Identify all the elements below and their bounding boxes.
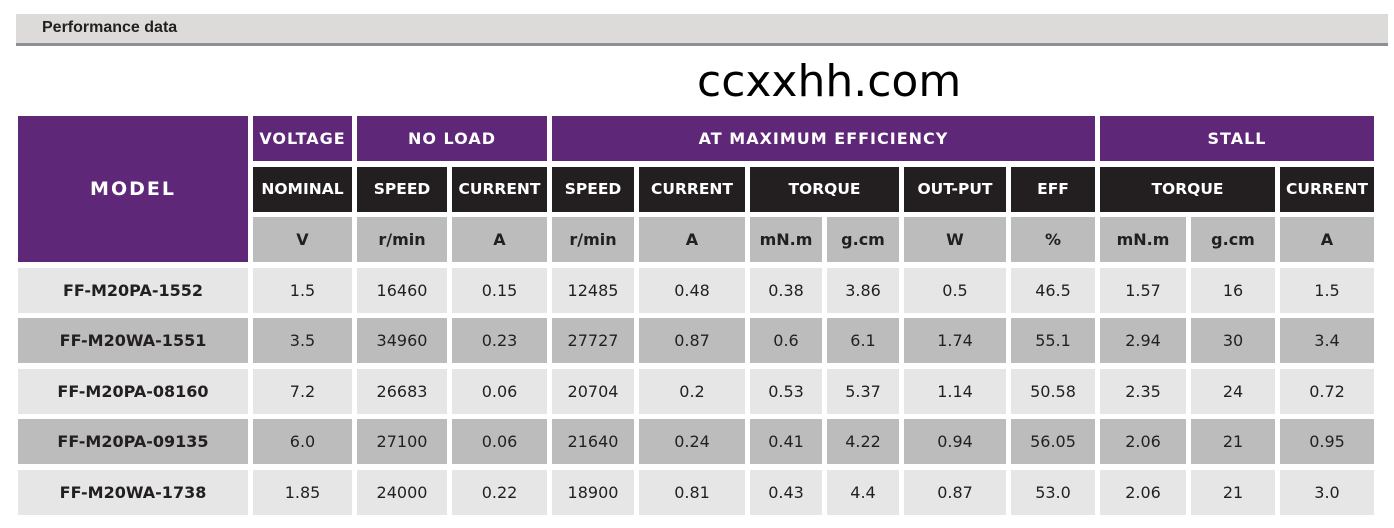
unit-cell: mN.m [750,217,822,262]
nominal-header: NOMINAL [253,166,352,212]
model-name-cell: FF-M20PA-09135 [18,419,248,464]
table-cell: 26683 [357,368,447,414]
table-cell: 4.4 [827,469,899,515]
performance-table: MODEL VOLTAGE NO LOAD AT MAXIMUM EFFICIE… [18,116,1374,515]
table-cell: 1.5 [253,267,352,313]
watermark: ccxxhh.com [697,56,962,107]
unit-cell: g.cm [1191,217,1275,262]
table-cell: 0.15 [452,267,547,313]
table-cell: 0.23 [452,318,547,363]
table-cell: 34960 [357,318,447,363]
unit-cell: A [639,217,745,262]
unit-cell: A [1280,217,1374,262]
table-cell: 4.22 [827,419,899,464]
table-cell: 24000 [357,469,447,515]
table-cell: 1.85 [253,469,352,515]
table-cell: 0.06 [452,368,547,414]
table-cell: 21640 [552,419,634,464]
stall-torque-header: TORQUE [1100,166,1275,212]
table-cell: 53.0 [1011,469,1095,515]
section-title-bar: Performance data [16,14,1388,46]
table-cell: 0.53 [750,368,822,414]
table-cell: 24 [1191,368,1275,414]
table-cell: 56.05 [1011,419,1095,464]
table-cell: 0.87 [904,469,1006,515]
table-cell: 1.5 [1280,267,1374,313]
table-cell: 30 [1191,318,1275,363]
table-cell: 18900 [552,469,634,515]
table-cell: 20704 [552,368,634,414]
section-title: Performance data [42,19,178,36]
table-cell: 7.2 [253,368,352,414]
table-cell: 0.95 [1280,419,1374,464]
voltage-group-header: VOLTAGE [253,116,352,161]
max-eff-current-header: CURRENT [639,166,745,212]
unit-cell: % [1011,217,1095,262]
max-eff-output-header: OUT-PUT [904,166,1006,212]
table-cell: 0.81 [639,469,745,515]
table-cell: 1.14 [904,368,1006,414]
table-cell: 2.94 [1100,318,1186,363]
table-cell: 3.4 [1280,318,1374,363]
table-cell: 16460 [357,267,447,313]
table-cell: 0.72 [1280,368,1374,414]
table-cell: 0.22 [452,469,547,515]
table-cell: 0.87 [639,318,745,363]
table-cell: 0.6 [750,318,822,363]
unit-cell: V [253,217,352,262]
table-cell: 6.0 [253,419,352,464]
unit-cell: r/min [357,217,447,262]
stall-current-header: CURRENT [1280,166,1374,212]
unit-cell: A [452,217,547,262]
table-cell: 27100 [357,419,447,464]
stall-group-header: STALL [1100,116,1374,161]
table-cell: 0.94 [904,419,1006,464]
table-cell: 12485 [552,267,634,313]
model-name-cell: FF-M20WA-1551 [18,318,248,363]
no-load-group-header: NO LOAD [357,116,547,161]
table-cell: 0.41 [750,419,822,464]
no-load-speed-header: SPEED [357,166,447,212]
table-cell: 1.57 [1100,267,1186,313]
table-cell: 5.37 [827,368,899,414]
unit-cell: r/min [552,217,634,262]
model-name-cell: FF-M20PA-08160 [18,368,248,414]
max-eff-speed-header: SPEED [552,166,634,212]
table-cell: 3.0 [1280,469,1374,515]
table-cell: 46.5 [1011,267,1095,313]
table-cell: 0.24 [639,419,745,464]
unit-cell: mN.m [1100,217,1186,262]
max-eff-torque-header: TORQUE [750,166,899,212]
max-eff-eff-header: EFF [1011,166,1095,212]
table-cell: 0.5 [904,267,1006,313]
table-cell: 0.43 [750,469,822,515]
table-cell: 3.86 [827,267,899,313]
table-cell: 55.1 [1011,318,1095,363]
table-cell: 0.38 [750,267,822,313]
table-cell: 50.58 [1011,368,1095,414]
max-efficiency-group-header: AT MAXIMUM EFFICIENCY [552,116,1095,161]
table-cell: 21 [1191,419,1275,464]
table-cell: 0.06 [452,419,547,464]
table-cell: 2.06 [1100,419,1186,464]
table-cell: 0.48 [639,267,745,313]
table-cell: 2.35 [1100,368,1186,414]
model-header: MODEL [18,116,248,262]
unit-cell: g.cm [827,217,899,262]
table-cell: 3.5 [253,318,352,363]
model-name-cell: FF-M20PA-1552 [18,267,248,313]
table-cell: 6.1 [827,318,899,363]
table-cell: 2.06 [1100,469,1186,515]
table-cell: 27727 [552,318,634,363]
table-cell: 21 [1191,469,1275,515]
unit-cell: W [904,217,1006,262]
table-cell: 0.2 [639,368,745,414]
model-name-cell: FF-M20WA-1738 [18,469,248,515]
no-load-current-header: CURRENT [452,166,547,212]
table-cell: 16 [1191,267,1275,313]
table-cell: 1.74 [904,318,1006,363]
